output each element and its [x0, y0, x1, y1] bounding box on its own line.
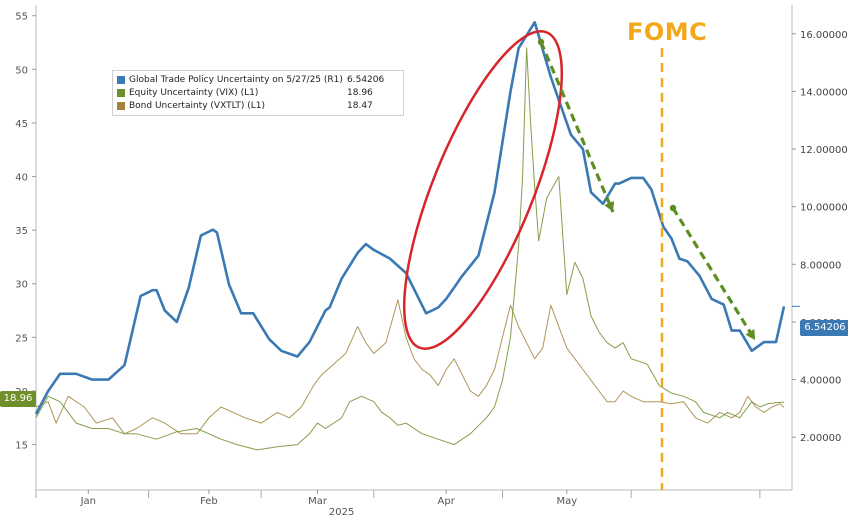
trend-arrow-1-start-dot — [537, 38, 545, 46]
left-tick-label: 30 — [15, 280, 28, 291]
legend-item-trade: Global Trade Policy Uncertainty on 5/27/… — [117, 73, 399, 86]
right-tick-label: 8.00000 — [800, 260, 841, 271]
annotations — [402, 30, 800, 490]
legend-label-vix: Equity Uncertainty (VIX) (L1) — [129, 87, 259, 98]
series-line-0 — [34, 20, 786, 415]
x-tick-label: Feb — [200, 496, 218, 507]
right-tick-label: 10.00000 — [800, 203, 848, 214]
fomc-label: FOMC — [627, 18, 708, 46]
series-line-1 — [35, 47, 785, 451]
left-tick-label: 35 — [15, 226, 28, 237]
trend-arrow-1 — [539, 41, 615, 213]
trend-arrow-2-start-dot — [669, 204, 677, 212]
left-value-badge: 18.96 — [0, 391, 36, 407]
legend-value-vix: 18.96 — [347, 87, 373, 98]
left-tick-label: 50 — [15, 65, 28, 76]
legend-swatch-trade — [117, 75, 125, 84]
series-line-2 — [35, 299, 785, 435]
right-tick-label: 12.00000 — [800, 145, 848, 156]
grid — [32, 5, 796, 498]
right-tick-label: 2.00000 — [800, 433, 841, 444]
left-tick-label: 55 — [15, 12, 28, 23]
left-tick-label: 40 — [15, 173, 28, 184]
legend-label-vxtlt: Bond Uncertainty (VXTLT) (L1) — [129, 100, 265, 111]
legend-value-trade: 6.54206 — [347, 74, 385, 85]
axis-ticks: 1520253035404550552.000004.000006.000008… — [15, 12, 847, 517]
legend-item-vix: Equity Uncertainty (VIX) (L1) 18.96 — [117, 86, 399, 99]
x-tick-label: Jan — [80, 496, 96, 507]
legend-swatch-vxtlt — [117, 101, 125, 110]
trend-arrow-2 — [671, 207, 757, 341]
legend: Global Trade Policy Uncertainty on 5/27/… — [112, 70, 404, 116]
year-label: 2025 — [329, 507, 354, 517]
right-tick-label: 16.00000 — [800, 30, 848, 41]
x-tick-label: Mar — [308, 496, 328, 507]
legend-label-trade: Global Trade Policy Uncertainty on 5/27/… — [129, 74, 343, 85]
legend-swatch-vix — [117, 88, 125, 97]
right-tick-label: 14.00000 — [800, 87, 848, 98]
trend-arrow-2-head — [745, 329, 755, 340]
left-tick-label: 45 — [15, 119, 28, 130]
x-tick-label: Apr — [438, 496, 456, 507]
highlight-ellipse — [402, 30, 564, 350]
series-lines — [34, 20, 786, 451]
left-tick-label: 15 — [15, 441, 28, 452]
trend-arrow-1-head — [604, 201, 615, 212]
right-value-badge: 6.54206 — [800, 320, 848, 336]
right-tick-label: 4.00000 — [800, 376, 841, 387]
left-tick-label: 25 — [15, 333, 28, 344]
x-tick-label: May — [556, 496, 577, 507]
legend-item-vxtlt: Bond Uncertainty (VXTLT) (L1) 18.47 — [117, 99, 399, 112]
legend-value-vxtlt: 18.47 — [347, 100, 373, 111]
